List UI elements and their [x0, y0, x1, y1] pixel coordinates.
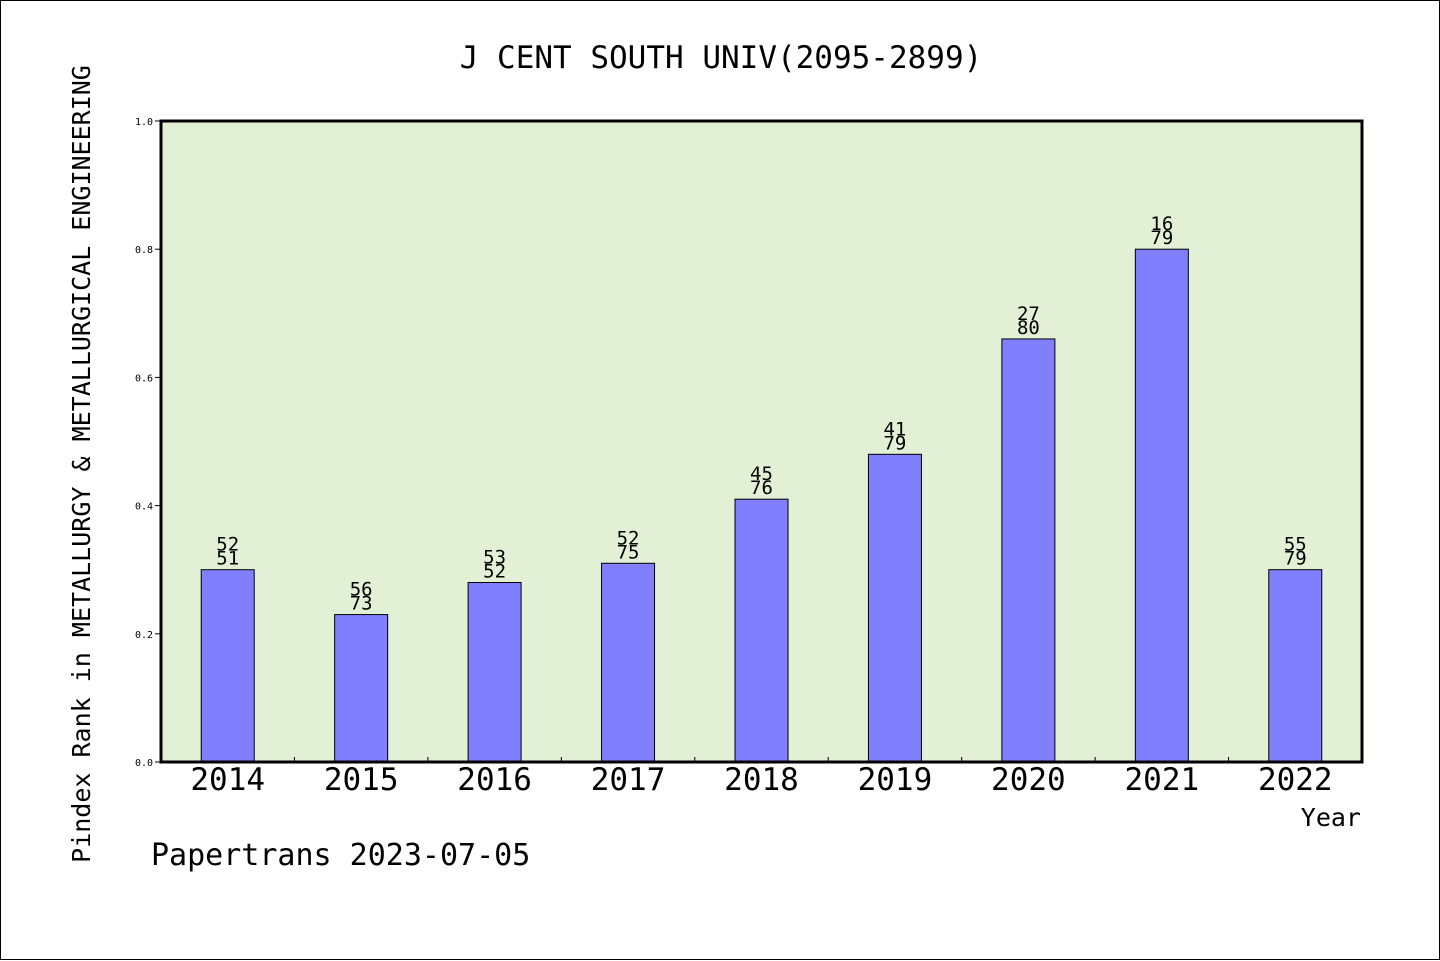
chart-title: J CENT SOUTH UNIV(2095-2899) — [460, 40, 983, 76]
bar-label-top: 53 — [483, 547, 506, 569]
y-axis-label: Pindex Rank in METALLURGY & METALLURGICA… — [67, 65, 96, 863]
x-tick-label: 2022 — [1258, 762, 1333, 798]
bar-label-bottom: 52 — [483, 561, 506, 583]
x-tick-label: 2016 — [457, 762, 532, 798]
x-axis-label: Year — [1301, 803, 1361, 832]
bar — [334, 614, 389, 763]
bar-label-bottom: 79 — [883, 432, 906, 454]
x-tick-label: 2015 — [324, 762, 399, 798]
bar-label-bottom: 75 — [617, 541, 640, 563]
y-tick-label: 1.0 — [135, 117, 153, 128]
y-tick-label: 0.6 — [135, 373, 153, 384]
x-tick-label: 2021 — [1125, 762, 1200, 798]
bar — [601, 562, 656, 763]
bar-label-top: 41 — [883, 418, 906, 440]
bar — [1134, 248, 1189, 763]
x-tick-label: 2018 — [724, 762, 799, 798]
bar-label-bottom: 76 — [750, 477, 773, 499]
bar-label-top: 16 — [1150, 213, 1173, 235]
bar — [467, 582, 522, 763]
y-tick-label: 0.0 — [135, 758, 153, 769]
bar-label-bottom: 51 — [216, 548, 239, 570]
y-tick-label: 0.2 — [135, 630, 153, 641]
bar — [867, 453, 922, 763]
plot-border — [159, 119, 1364, 764]
bar — [1001, 338, 1056, 763]
bar-label-bottom: 79 — [1284, 548, 1307, 570]
bars — [200, 248, 1323, 763]
x-axis: 2014 2015 2016 2017 2018 2019 2020 2021 2022 — [190, 757, 1333, 798]
bar-label-top: 55 — [1284, 534, 1307, 556]
y-tick-label: 0.4 — [135, 502, 153, 513]
bar-label-bottom: 73 — [350, 593, 373, 615]
bar-label-top: 56 — [350, 579, 373, 601]
bar — [734, 498, 789, 763]
bar-label-top: 27 — [1017, 303, 1040, 325]
bar-label-top: 45 — [750, 463, 773, 485]
footer-credit: Papertrans 2023-07-05 — [151, 838, 530, 873]
y-tick-label: 0.8 — [135, 245, 153, 256]
bar-label-top: 52 — [216, 534, 239, 556]
x-tick-label: 2019 — [858, 762, 933, 798]
x-tick-label: 2017 — [591, 762, 666, 798]
y-axis: 0.0 0.2 0.4 0.6 0.8 1.0 — [135, 117, 161, 769]
bar-label-bottom: 80 — [1017, 317, 1040, 339]
bar — [1268, 569, 1323, 763]
bar-label-top: 52 — [617, 527, 640, 549]
x-tick-label: 2014 — [190, 762, 265, 798]
bar-label-bottom: 79 — [1150, 227, 1173, 249]
bar — [200, 569, 255, 763]
x-tick-label: 2020 — [991, 762, 1066, 798]
